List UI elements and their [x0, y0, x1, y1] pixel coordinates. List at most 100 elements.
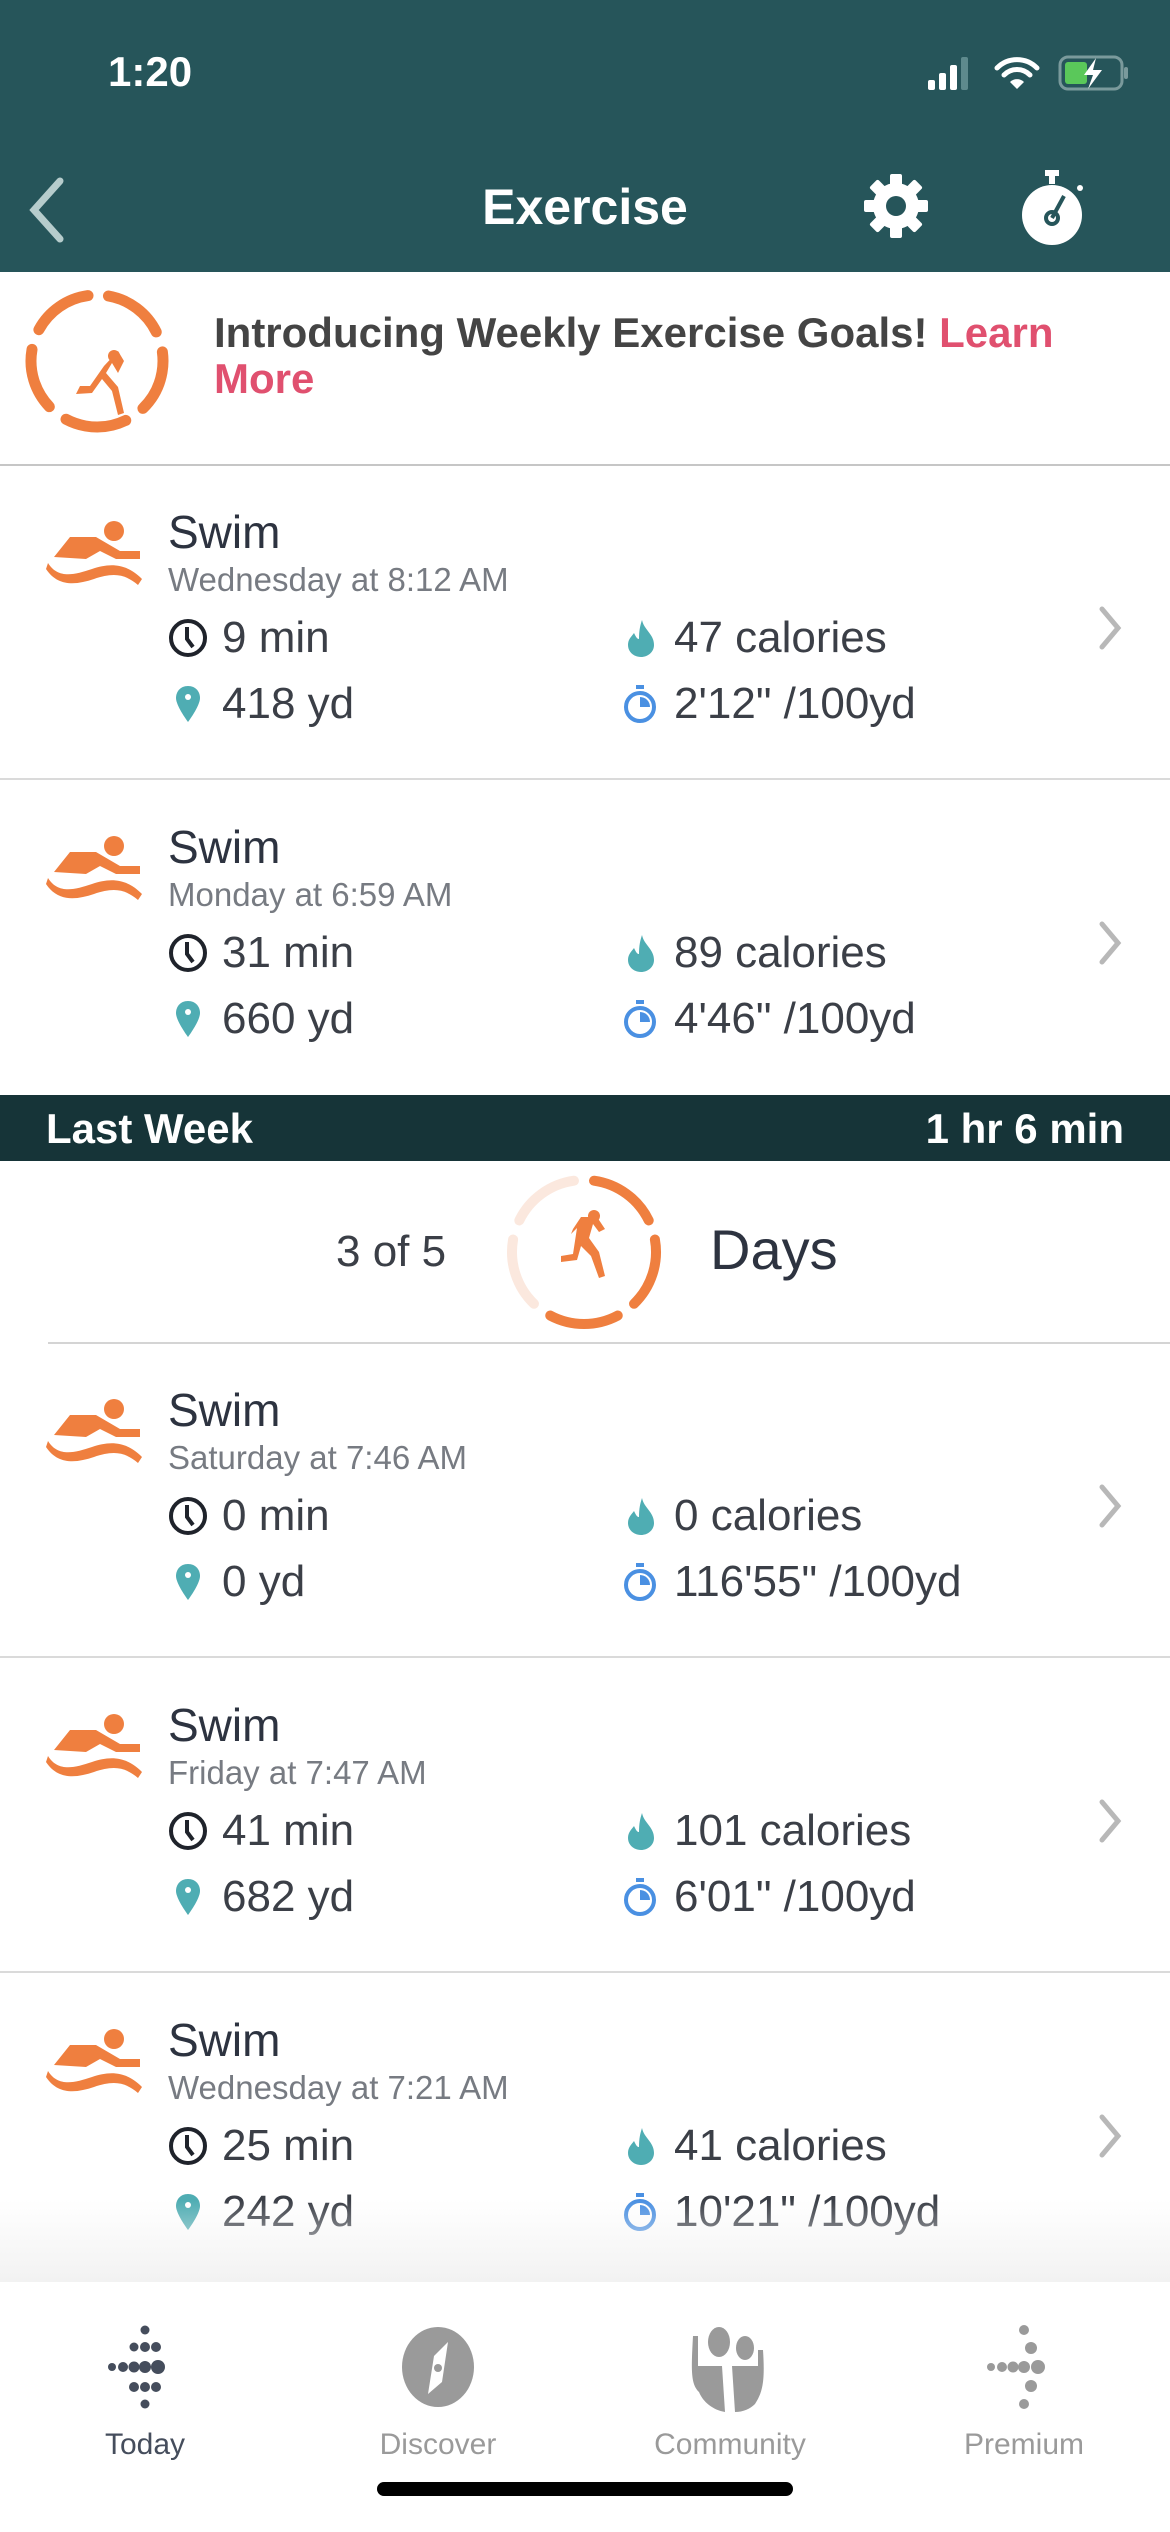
learn-more-link[interactable]: Learn More: [214, 309, 1054, 402]
distance-value: 418 yd: [222, 679, 355, 728]
activity-row[interactable]: Swim Monday at 6:59 AM 31 min 660 yd 89 …: [0, 780, 1170, 1095]
goal-ring: [507, 1175, 661, 1329]
tab-discover[interactable]: Discover: [328, 2322, 548, 2462]
chevron-right-icon: [1099, 1484, 1122, 1528]
activity-time: Friday at 7:47 AM: [168, 1754, 427, 1791]
chevron-right-icon: [1099, 606, 1122, 650]
duration-value: 0 min: [222, 1491, 330, 1540]
calories-value: 41 calories: [674, 2121, 887, 2170]
banner-message: Introducing Weekly Exercise Goals!: [214, 309, 940, 356]
duration: 25 min: [168, 2121, 354, 2171]
swim-icon: [46, 1714, 142, 1778]
flame-icon: [628, 1813, 654, 1850]
pace-value: 2'12" /100yd: [674, 679, 916, 728]
pace-value: 116'55" /100yd: [674, 1557, 962, 1606]
activity-time: Saturday at 7:46 AM: [168, 1439, 468, 1476]
weekly-goals-banner[interactable]: Introducing Weekly Exercise Goals! Learn…: [0, 272, 1170, 466]
swim-icon: [46, 521, 142, 585]
duration-value: 25 min: [222, 2121, 355, 2170]
flame-icon: [628, 935, 654, 972]
activity-title: Swim: [168, 1384, 281, 1436]
tab-today[interactable]: Today: [35, 2322, 255, 2462]
chevron-right-icon: [1099, 2114, 1122, 2158]
swim-icon: [46, 1399, 142, 1463]
pace: 2'12" /100yd: [620, 679, 916, 729]
wifi-icon: [994, 57, 1040, 89]
distance-value: 0 yd: [222, 1557, 306, 1606]
scroll-fade: [0, 2200, 1170, 2282]
calories: 89 calories: [620, 928, 887, 978]
tab-label: Community: [654, 2428, 806, 2461]
activity-title: Swim: [168, 821, 281, 873]
top-bar: 1:20 Exercise: [0, 0, 1170, 272]
calories-value: 89 calories: [674, 928, 887, 977]
goal-segment: [629, 1234, 661, 1309]
activity-title: Swim: [168, 2014, 281, 2066]
calories-value: 101 calories: [674, 1806, 912, 1855]
pace: 4'46" /100yd: [620, 994, 916, 1044]
calories: 47 calories: [620, 613, 887, 663]
running-goal-icon: [25, 289, 169, 433]
swim-icon: [46, 836, 142, 900]
duration: 31 min: [168, 928, 354, 978]
duration: 41 min: [168, 1806, 354, 1856]
pace-stopwatch-icon: [624, 1000, 656, 1038]
tab-label: Discover: [379, 2428, 497, 2461]
duration-value: 9 min: [222, 613, 330, 662]
stopwatch-icon[interactable]: [1018, 168, 1088, 248]
activity-row[interactable]: Swim Saturday at 7:46 AM 0 min 0 yd 0 ca…: [0, 1343, 1170, 1658]
tab-premium[interactable]: Premium: [914, 2322, 1134, 2462]
pace-value: 6'01" /100yd: [674, 1872, 916, 1921]
activity-title: Swim: [168, 1699, 281, 1751]
clock-icon: [169, 619, 207, 657]
pace-stopwatch-icon: [624, 1563, 656, 1601]
pace: 6'01" /100yd: [620, 1872, 916, 1922]
activity-row[interactable]: Swim Wednesday at 8:12 AM 9 min 418 yd 4…: [0, 465, 1170, 780]
distance-value: 660 yd: [222, 994, 355, 1043]
duration-value: 31 min: [222, 928, 355, 977]
community-icon: [691, 2327, 764, 2412]
goal-unit: Days: [710, 1218, 838, 1281]
clock-icon: [169, 1497, 207, 1535]
goal-segment: [514, 1175, 579, 1226]
premium-dots-icon: [987, 2325, 1045, 2409]
goal-segment: [545, 1310, 623, 1329]
last-week-total: 1 hr 6 min: [925, 1105, 1124, 1152]
activity-row[interactable]: Swim Friday at 7:47 AM 41 min 682 yd 101…: [0, 1658, 1170, 1973]
signal-icon: [928, 57, 968, 90]
duration: 0 min: [168, 1491, 330, 1541]
calories-value: 47 calories: [674, 613, 887, 662]
calories: 101 calories: [620, 1806, 911, 1856]
clock-icon: [169, 934, 207, 972]
goal-segment: [507, 1234, 539, 1309]
duration-value: 41 min: [222, 1806, 355, 1855]
banner-text: Introducing Weekly Exercise Goals! Learn…: [214, 310, 1134, 402]
status-icons: [928, 55, 1130, 91]
goal-count: 3 of 5: [336, 1227, 447, 1276]
flame-icon: [628, 1498, 654, 1535]
compass-icon: [402, 2327, 474, 2407]
distance: 0 yd: [168, 1557, 305, 1607]
home-indicator[interactable]: [377, 2482, 793, 2496]
gear-icon[interactable]: [862, 172, 930, 240]
pace-stopwatch-icon: [624, 1878, 656, 1916]
last-week-label: Last Week: [46, 1105, 253, 1152]
back-button[interactable]: [22, 175, 82, 245]
distance-value: 682 yd: [222, 1872, 355, 1921]
calories: 0 calories: [620, 1491, 862, 1541]
location-pin-icon: [176, 1564, 200, 1600]
distance: 682 yd: [168, 1872, 354, 1922]
location-pin-icon: [176, 1879, 200, 1915]
tab-label: Premium: [963, 2428, 1084, 2461]
pace: 116'55" /100yd: [620, 1557, 961, 1607]
tab-community[interactable]: Community: [620, 2322, 840, 2462]
fitbit-dots-icon: [108, 2325, 165, 2409]
distance: 418 yd: [168, 679, 354, 729]
pace-stopwatch-icon: [624, 685, 656, 723]
goal-segment: [589, 1175, 654, 1226]
activity-time: Monday at 6:59 AM: [168, 876, 453, 913]
location-pin-icon: [176, 1001, 200, 1037]
flame-icon: [628, 2128, 654, 2165]
chevron-right-icon: [1099, 921, 1122, 965]
weekly-goal-progress[interactable]: 3 of 5 Days: [0, 1161, 1170, 1344]
